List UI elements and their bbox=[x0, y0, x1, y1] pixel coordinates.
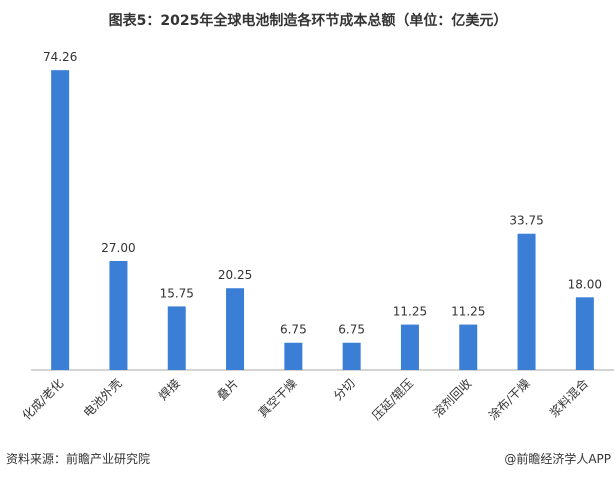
value-label: 18.00 bbox=[568, 277, 602, 291]
value-label: 33.75 bbox=[509, 214, 543, 228]
x-tick-label: 溶剂回收 bbox=[430, 376, 475, 421]
bar bbox=[284, 342, 303, 370]
credit: @前瞻经济学人APP bbox=[504, 451, 611, 466]
source: 资料来源：前瞻产业研究院 bbox=[6, 451, 150, 466]
bar bbox=[517, 233, 536, 370]
x-tick-label: 涂布/干燥 bbox=[485, 376, 532, 423]
bar bbox=[400, 324, 419, 370]
value-label: 11.25 bbox=[393, 305, 427, 319]
value-label: 11.25 bbox=[451, 305, 485, 319]
x-tick-label: 化成/老化 bbox=[20, 376, 67, 423]
x-tick-label: 分切 bbox=[331, 376, 358, 403]
bar bbox=[342, 342, 361, 370]
x-tick-label: 真空干燥 bbox=[256, 376, 300, 420]
x-tick-label: 叠片 bbox=[214, 376, 241, 403]
value-label: 6.75 bbox=[280, 323, 307, 337]
value-label: 74.26 bbox=[43, 50, 77, 64]
bar bbox=[459, 324, 478, 370]
chart-title: 图表5：2025年全球电池制造各环节成本总额（单位：亿美元） bbox=[109, 12, 508, 29]
x-tick-label: 浆料混合 bbox=[546, 376, 591, 421]
value-label: 15.75 bbox=[160, 286, 194, 300]
x-tick-label: 焊接 bbox=[155, 376, 183, 404]
value-label: 6.75 bbox=[338, 323, 365, 337]
bar bbox=[167, 306, 186, 370]
x-tick-label: 压延/辊压 bbox=[369, 376, 416, 423]
x-tick-label: 电池外壳 bbox=[81, 376, 125, 420]
value-label: 27.00 bbox=[101, 241, 135, 255]
bar bbox=[109, 260, 128, 370]
bar bbox=[226, 288, 245, 370]
value-label: 20.25 bbox=[218, 268, 252, 282]
bar bbox=[575, 297, 594, 370]
bar bbox=[51, 70, 70, 371]
